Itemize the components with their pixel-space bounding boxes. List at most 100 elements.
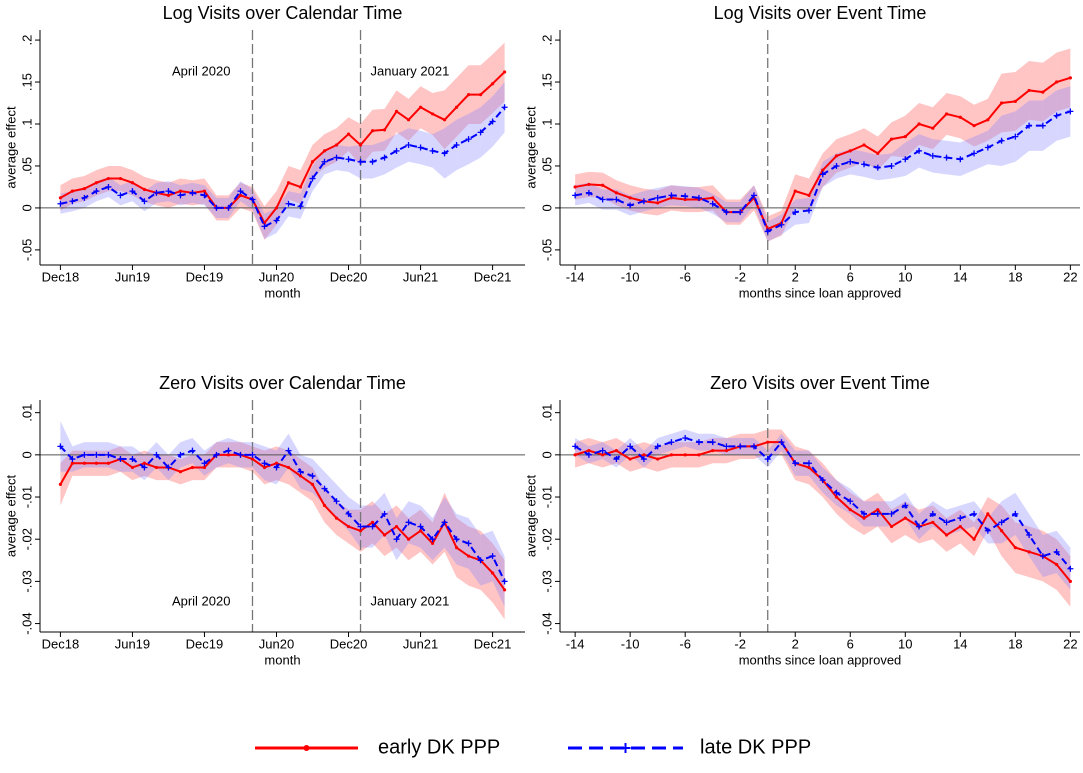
confidence-band: [432, 90, 445, 150]
series-marker: [489, 553, 496, 560]
panel-title: Zero Visits over Calendar Time: [159, 373, 406, 393]
series-marker: [166, 193, 171, 197]
y-tick-label: .01: [19, 404, 34, 422]
series-marker: [572, 443, 579, 450]
series-marker: [346, 132, 351, 136]
series-marker: [70, 461, 75, 465]
x-tick-label: Jun19: [115, 269, 150, 284]
series-marker: [888, 510, 895, 517]
series-marker: [58, 482, 63, 486]
series-marker: [874, 510, 881, 517]
y-tick-label: .05: [19, 157, 34, 175]
series-marker: [274, 461, 279, 465]
vertical-line-label: January 2021: [371, 593, 450, 608]
series-marker: [321, 158, 328, 165]
series-marker: [489, 118, 496, 125]
series-marker: [93, 451, 100, 458]
panel-title: Log Visits over Event Time: [714, 3, 927, 23]
series-marker: [847, 498, 854, 505]
x-tick-label: 14: [953, 636, 967, 651]
series-marker: [889, 524, 894, 529]
confidence-band: [657, 433, 672, 455]
series-marker: [737, 443, 744, 450]
legend-marker: [620, 743, 631, 753]
series-marker: [238, 193, 243, 197]
panel: Log Visits over Event Time -.05 0 .05 .1 .15.…: [523, 3, 1080, 300]
x-tick-label: Dec19: [186, 636, 224, 651]
series-marker: [94, 181, 99, 185]
confidence-band: [228, 181, 241, 218]
series-marker: [226, 453, 231, 457]
confidence-band: [630, 437, 644, 468]
series-marker: [202, 465, 207, 470]
series-marker: [381, 510, 388, 517]
series-marker: [697, 453, 701, 457]
x-tick-label: Dec18: [42, 636, 80, 651]
y-tick-label: .1: [539, 119, 554, 130]
confidence-band: [480, 96, 493, 158]
series-marker: [141, 464, 148, 471]
series-marker: [394, 524, 399, 529]
series-marker: [429, 536, 436, 543]
series-marker: [601, 183, 605, 187]
series-marker: [297, 203, 304, 210]
series-marker: [1013, 99, 1017, 103]
panel-title: Log Visits over Calendar Time: [163, 3, 403, 23]
confidence-band: [180, 182, 193, 206]
confidence-band: [987, 73, 1002, 141]
x-tick-label: Dec21: [474, 269, 512, 284]
series-marker: [225, 447, 232, 454]
series-marker: [405, 141, 412, 148]
series-marker: [944, 112, 949, 116]
series-marker: [202, 189, 207, 193]
confidence-band: [444, 119, 457, 179]
series-marker: [819, 477, 826, 484]
series-marker: [177, 451, 184, 458]
series-marker: [1039, 122, 1046, 129]
series-marker: [971, 510, 978, 517]
series-marker: [668, 439, 675, 446]
panel: Log Visits over Calendar Time -.05 0 .05 .1.…: [3, 3, 525, 300]
legend-label: early DK PPP: [378, 736, 500, 758]
series-marker: [357, 523, 364, 530]
series-marker: [286, 181, 291, 185]
x-tick-label: -14: [566, 269, 585, 284]
x-tick-label: Jun21: [403, 269, 438, 284]
series-marker: [418, 529, 423, 533]
y-tick-label: .15: [539, 73, 554, 91]
series-marker: [807, 193, 811, 197]
confidence-band: [348, 497, 361, 548]
series-marker: [668, 192, 675, 199]
x-tick-label: Dec20: [330, 636, 368, 651]
confidence-band: [492, 530, 505, 607]
series-marker: [628, 457, 632, 461]
x-tick-label: 18: [1008, 269, 1022, 284]
series-marker: [333, 154, 340, 161]
series-marker: [130, 181, 135, 185]
x-tick-label: 18: [1008, 636, 1022, 651]
series-marker: [613, 196, 620, 203]
x-axis-label: months since loan approved: [739, 652, 902, 667]
x-tick-label: Dec21: [474, 636, 512, 651]
x-tick-label: -2: [734, 269, 746, 284]
confidence-band: [420, 505, 433, 561]
confidence-band: [432, 497, 445, 561]
confidence-band: [960, 501, 975, 531]
series-marker: [430, 541, 435, 546]
series-marker: [1053, 548, 1060, 555]
y-tick-label: -.05: [539, 239, 554, 261]
series-marker: [430, 112, 435, 116]
series-marker: [587, 182, 591, 187]
x-tick-label: 6: [847, 636, 854, 651]
series-marker: [477, 557, 484, 564]
series-marker: [902, 156, 909, 163]
series-marker: [189, 189, 196, 196]
y-axis-label: average effect: [523, 475, 538, 558]
series-marker: [406, 537, 411, 541]
confidence-band: [156, 442, 169, 481]
y-axis-label: average effect: [523, 106, 538, 189]
series-marker: [357, 158, 364, 165]
confidence-band: [180, 437, 193, 468]
series-marker: [599, 196, 606, 203]
series-marker: [709, 200, 716, 207]
